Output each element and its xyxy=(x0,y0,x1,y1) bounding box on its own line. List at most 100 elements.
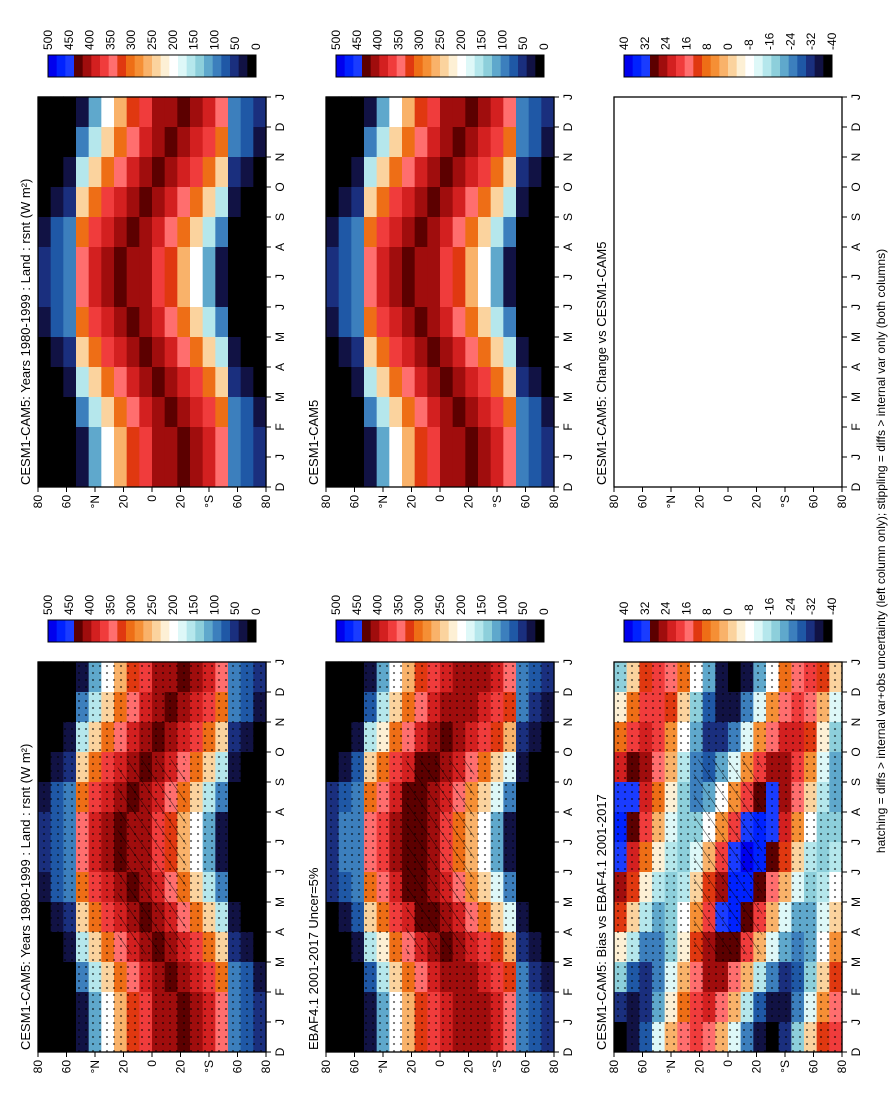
lat-label: 80 xyxy=(319,495,333,509)
month-label: A xyxy=(849,363,863,371)
heatmap-cell xyxy=(376,186,390,217)
colorbar-label: 500 xyxy=(41,595,55,615)
colorbar-label: -16 xyxy=(763,32,777,50)
heatmap-cell xyxy=(389,216,403,247)
month-label: N xyxy=(273,153,287,162)
heatmap-cell xyxy=(202,306,216,337)
month-label: J xyxy=(849,304,863,310)
colorbar-swatch xyxy=(100,620,110,642)
heatmap-cell xyxy=(452,426,466,457)
heatmap-cell xyxy=(516,126,530,157)
colorbar-swatch xyxy=(91,55,101,77)
colorbar-swatch xyxy=(719,620,729,642)
heatmap-cell xyxy=(478,216,492,247)
heatmap-cell xyxy=(164,306,178,337)
month-label: D xyxy=(273,1047,287,1056)
heatmap-cell xyxy=(351,366,365,397)
heatmap-cell xyxy=(190,126,204,157)
colorbar-label: -16 xyxy=(763,597,777,615)
heatmap-cell xyxy=(190,246,204,277)
heatmap-cell xyxy=(364,186,378,217)
heatmap-cell xyxy=(50,246,64,277)
heatmap-cell xyxy=(376,306,390,337)
heatmap-cell xyxy=(101,246,115,277)
colorbar-label: 0 xyxy=(249,43,263,50)
colorbar-swatch xyxy=(466,620,476,642)
colorbar-label: 0 xyxy=(721,608,735,615)
heatmap-cell xyxy=(76,336,90,367)
lat-label: °S xyxy=(490,1060,504,1073)
heatmap-cell xyxy=(326,96,340,127)
heatmap-cell xyxy=(338,246,352,277)
month-label: J xyxy=(561,1019,575,1025)
heatmap-cell xyxy=(88,156,102,187)
month-label: O xyxy=(849,747,863,756)
heatmap-cell xyxy=(253,96,267,127)
colorbar-swatch xyxy=(771,55,781,77)
colorbar-frame xyxy=(623,619,833,643)
colorbar-swatch xyxy=(247,620,257,642)
heatmap-cell xyxy=(440,366,454,397)
lat-label: 60 xyxy=(636,1060,650,1074)
heatmap-cell xyxy=(164,336,178,367)
colorbar-swatch xyxy=(143,55,153,77)
colorbar-swatch xyxy=(405,55,415,77)
colorbar-swatch xyxy=(48,620,58,642)
heatmap-cell xyxy=(516,336,530,367)
heatmap-cell xyxy=(50,336,64,367)
heatmap-cell xyxy=(541,246,555,277)
heatmap-cell xyxy=(253,306,267,337)
colorbar-label: 8 xyxy=(700,43,714,50)
heatmap-cell xyxy=(440,456,454,487)
colorbar-label: 250 xyxy=(433,30,447,50)
colorbar-label: 350 xyxy=(103,30,117,50)
heatmap-cell xyxy=(88,336,102,367)
heatmap-cell xyxy=(478,186,492,217)
colorbar-swatch xyxy=(658,620,668,642)
heatmap-cell xyxy=(490,396,504,427)
month-label: D xyxy=(849,687,863,696)
colorbar-label: -8 xyxy=(742,604,756,615)
heatmap-cell xyxy=(427,456,441,487)
month-label: O xyxy=(273,747,287,756)
colorbar-swatch xyxy=(745,55,755,77)
heatmap-cell xyxy=(326,246,340,277)
month-label: M xyxy=(561,957,575,967)
lat-label: 0 xyxy=(433,1060,447,1067)
heatmap-cell xyxy=(253,426,267,457)
heatmap-cell xyxy=(63,216,77,247)
heatmap-cell xyxy=(164,246,178,277)
heatmap-cell xyxy=(240,126,254,157)
heatmap-cell xyxy=(126,396,140,427)
colorbar-label: 400 xyxy=(83,30,97,50)
heatmap-cell xyxy=(76,426,90,457)
stippling-overlay xyxy=(38,662,266,1052)
heatmap-cell xyxy=(101,336,115,367)
lat-label: 60 xyxy=(348,1060,362,1074)
heatmap-cell xyxy=(63,366,77,397)
month-label: N xyxy=(849,718,863,727)
heatmap-cell xyxy=(402,336,416,367)
heatmap-cell xyxy=(152,396,166,427)
heatmap-cell xyxy=(478,366,492,397)
colorbar-label: -24 xyxy=(783,32,797,50)
heatmap-cell xyxy=(402,396,416,427)
heatmap-cell xyxy=(88,246,102,277)
heatmap-cell xyxy=(338,216,352,247)
heatmap-cell xyxy=(528,396,542,427)
heatmap-cell xyxy=(376,276,390,307)
lat-label: 80 xyxy=(547,495,561,509)
heatmap-cell xyxy=(326,396,340,427)
colorbar-swatch xyxy=(814,620,824,642)
colorbar-swatch xyxy=(370,620,380,642)
month-label: A xyxy=(273,363,287,371)
heatmap-cell xyxy=(465,276,479,307)
heatmap-cell xyxy=(253,456,267,487)
heatmap-cell xyxy=(326,186,340,217)
heatmap-cell xyxy=(402,186,416,217)
colorbar-label: 350 xyxy=(391,595,405,615)
heatmap-cell xyxy=(452,156,466,187)
month-label: S xyxy=(273,213,287,221)
heatmap-cell xyxy=(228,366,242,397)
lat-label: 60 xyxy=(519,495,533,509)
